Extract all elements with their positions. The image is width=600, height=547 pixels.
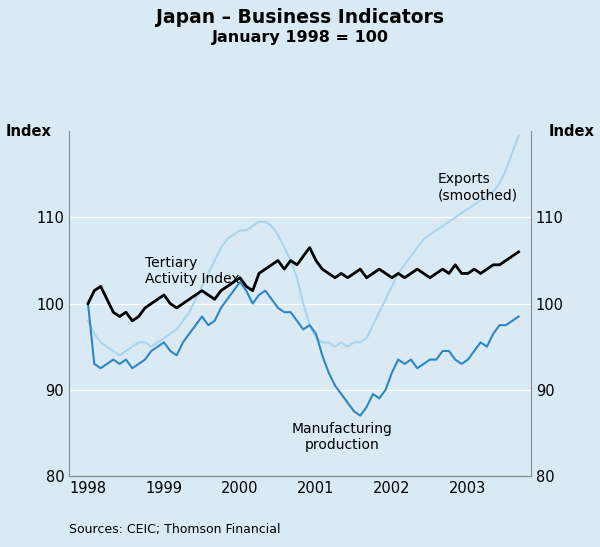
Text: Exports
(smoothed): Exports (smoothed) <box>437 172 518 202</box>
Text: Sources: CEIC; Thomson Financial: Sources: CEIC; Thomson Financial <box>69 523 281 536</box>
Text: Japan – Business Indicators: Japan – Business Indicators <box>156 8 444 27</box>
Text: Manufacturing
production: Manufacturing production <box>292 422 393 452</box>
Text: Index: Index <box>6 124 52 139</box>
Text: Tertiary
Activity Index: Tertiary Activity Index <box>145 256 239 286</box>
Text: January 1998 = 100: January 1998 = 100 <box>212 30 389 45</box>
Text: Index: Index <box>548 124 594 139</box>
